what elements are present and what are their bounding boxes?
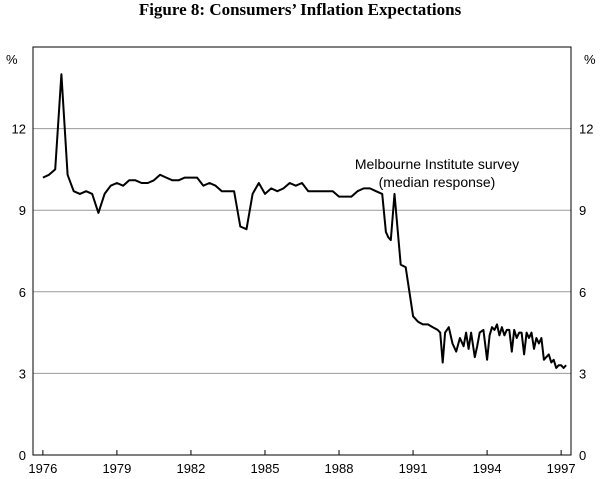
x-tick-label: 1985 [251,461,280,476]
x-tick-label: 1997 [547,461,576,476]
gridlines [33,128,571,374]
x-tick-label: 1979 [102,461,131,476]
y-tick-label-left: 6 [19,285,26,300]
y-tick-label-left: 0 [19,448,26,463]
y-tick-label-left: 12 [12,122,26,137]
x-tick-label: 1976 [28,461,57,476]
series-line [42,73,567,369]
x-tick-label: 1994 [473,461,502,476]
y-tick-label-left: 9 [19,203,26,218]
y-tick-label-right: 3 [579,366,586,381]
y-axis-unit-left: % [6,52,18,67]
annotation-line-1: Melbourne Institute survey [355,156,519,172]
y-tick-label-right: 9 [579,203,586,218]
plot-frame [32,46,572,456]
axis-ticks: 0 0 3 3 6 6 9 9 12 12 1976 1979 1982 1985 1988 1991 1994… [12,122,594,476]
annotation-line-2: (median response) [379,174,496,190]
y-tick-label-left: 3 [19,366,26,381]
series-layer [42,73,567,369]
y-tick-label-right: 0 [579,448,586,463]
chart-title: Figure 8: Consumers’ Inflation Expectati… [138,0,462,19]
x-tick-label: 1991 [399,461,428,476]
x-tick-label: 1982 [176,461,205,476]
x-tick-label: 1988 [325,461,354,476]
y-tick-label-right: 12 [579,122,593,137]
y-tick-label-right: 6 [579,285,586,300]
y-axis-unit-right: % [584,52,596,67]
